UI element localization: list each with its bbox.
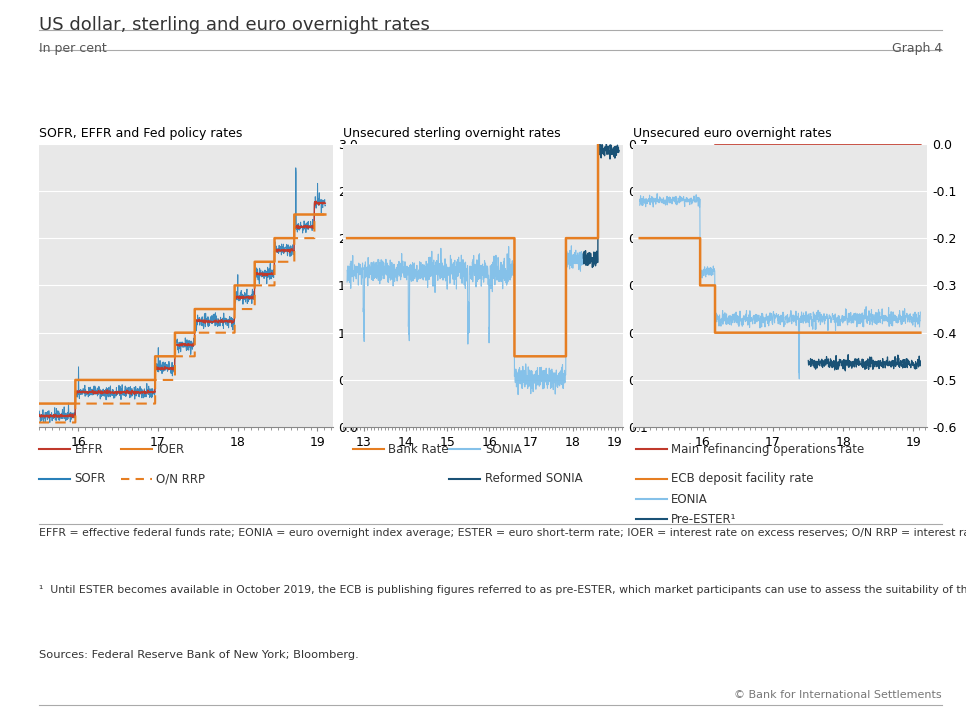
Text: SOFR: SOFR — [74, 472, 105, 485]
Text: ¹  Until ESTER becomes available in October 2019, the ECB is publishing figures : ¹ Until ESTER becomes available in Octob… — [39, 585, 966, 595]
Text: IOER: IOER — [156, 443, 185, 456]
Text: Bank Rate: Bank Rate — [388, 443, 449, 456]
Text: O/N RRP: O/N RRP — [156, 472, 206, 485]
Text: © Bank for International Settlements: © Bank for International Settlements — [734, 690, 942, 700]
Text: Pre-ESTER¹: Pre-ESTER¹ — [671, 513, 737, 526]
Text: In per cent: In per cent — [39, 42, 106, 55]
Text: US dollar, sterling and euro overnight rates: US dollar, sterling and euro overnight r… — [39, 16, 430, 34]
Text: ECB deposit facility rate: ECB deposit facility rate — [671, 472, 814, 485]
Text: EFFR: EFFR — [74, 443, 103, 456]
Text: Reformed SONIA: Reformed SONIA — [485, 472, 582, 485]
Text: Unsecured sterling overnight rates: Unsecured sterling overnight rates — [343, 126, 560, 140]
Text: SOFR, EFFR and Fed policy rates: SOFR, EFFR and Fed policy rates — [39, 126, 242, 140]
Text: EONIA: EONIA — [671, 493, 708, 505]
Text: Unsecured euro overnight rates: Unsecured euro overnight rates — [633, 126, 832, 140]
Text: SONIA: SONIA — [485, 443, 522, 456]
Text: Graph 4: Graph 4 — [892, 42, 942, 55]
Text: Sources: Federal Reserve Bank of New York; Bloomberg.: Sources: Federal Reserve Bank of New Yor… — [39, 650, 358, 660]
Text: EFFR = effective federal funds rate; EONIA = euro overnight index average; ESTER: EFFR = effective federal funds rate; EON… — [39, 528, 966, 538]
Text: Main refinancing operations rate: Main refinancing operations rate — [671, 443, 865, 456]
